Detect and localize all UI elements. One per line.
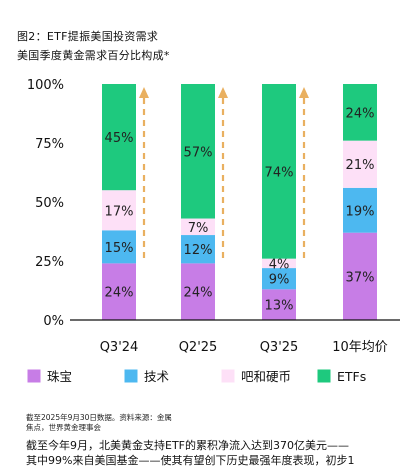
trend-arrow-head <box>218 87 228 98</box>
data-label: 57% <box>184 145 213 160</box>
y-tick-label: 100% <box>27 78 64 93</box>
bar-segment <box>102 84 136 191</box>
trend-arrow-head <box>299 87 309 98</box>
bar-segment <box>102 263 136 320</box>
bar-segment <box>181 235 215 264</box>
footnote-line-2: 焦点，世界黄金理事会 <box>26 423 101 432</box>
bar-segment <box>181 263 215 320</box>
legend-swatch <box>27 369 41 383</box>
y-tick-label: 50% <box>35 196 64 211</box>
bar-segment <box>262 258 296 269</box>
bar-segment <box>262 84 296 259</box>
bar-segment <box>102 190 136 231</box>
data-label: 21% <box>346 158 375 173</box>
bar-segment <box>343 84 377 141</box>
chart-title: 图2：ETF提振美国投资需求 <box>17 30 159 43</box>
data-label: 7% <box>188 221 209 236</box>
bar-segment <box>262 289 296 320</box>
legend-swatch <box>317 369 331 383</box>
bar-segment <box>262 268 296 290</box>
data-label: 45% <box>105 131 134 146</box>
bar-segment <box>343 187 377 233</box>
y-tick-label: 75% <box>35 137 64 152</box>
footnote-line-1: 截至2025年9月30日数据。资料来源：金属 <box>26 413 172 422</box>
bar-segment <box>102 230 136 264</box>
x-tick-label: Q3'25 <box>260 340 299 355</box>
data-label: 15% <box>105 241 134 256</box>
legend-label: 吧和硬币 <box>241 369 291 384</box>
data-label: 24% <box>105 286 134 301</box>
bar-segment <box>181 84 215 219</box>
trend-arrow-head <box>139 87 149 98</box>
x-tick-label: Q3'24 <box>100 340 139 355</box>
data-label: 13% <box>265 299 294 314</box>
legend-swatch <box>124 369 138 383</box>
data-label: 37% <box>346 270 375 285</box>
data-label: 24% <box>184 286 213 301</box>
y-tick-label: 0% <box>43 314 64 329</box>
data-label: 17% <box>105 204 134 219</box>
body-text-line-1: 截至今年9月，北美黄金支持ETF的累积净流入达到370亿美元—— <box>26 439 349 452</box>
legend-label: 珠宝 <box>47 369 72 384</box>
y-tick-label: 25% <box>35 255 64 270</box>
bar-segment <box>181 218 215 236</box>
data-label: 24% <box>346 106 375 121</box>
bar-segment <box>343 140 377 188</box>
bar-segment <box>343 232 377 320</box>
data-label: 9% <box>269 273 290 288</box>
body-text-line-2: 其中99%来自美国基金——使其有望创下历史最强年度表现，初步1 <box>26 454 355 467</box>
legend-label: 技术 <box>144 369 170 384</box>
data-label: 4% <box>269 257 290 272</box>
x-tick-label: 10年均价 <box>332 340 388 355</box>
data-label: 19% <box>346 204 375 219</box>
data-label: 74% <box>265 165 294 180</box>
x-tick-label: Q2'25 <box>179 340 218 355</box>
chart-subtitle: 美国季度黄金需求百分比构成* <box>17 49 170 62</box>
legend-label: ETFs <box>337 369 366 384</box>
data-label: 12% <box>184 243 213 258</box>
legend-swatch <box>221 369 235 383</box>
